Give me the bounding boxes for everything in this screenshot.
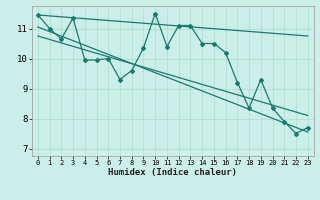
X-axis label: Humidex (Indice chaleur): Humidex (Indice chaleur) [108, 168, 237, 177]
